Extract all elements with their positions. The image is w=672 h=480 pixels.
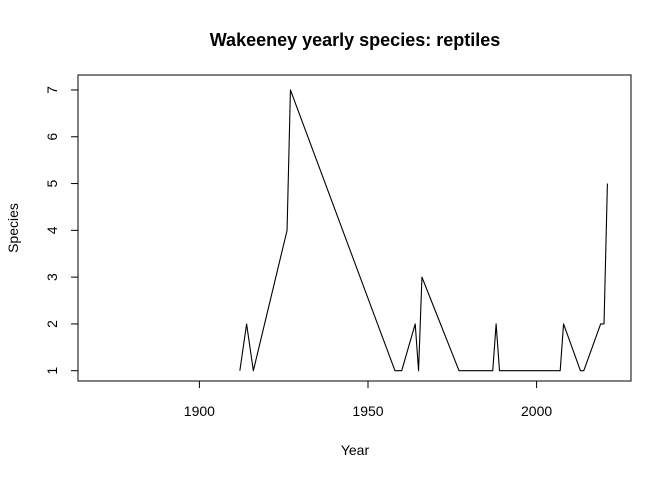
series-line-reptiles: [239, 89, 608, 372]
x-tick-label: 1950: [352, 403, 383, 419]
chart-title: Wakeeney yearly species: reptiles: [210, 30, 501, 50]
y-tick-label: 2: [44, 320, 60, 328]
y-axis: 1 2 3 4 5 6 7: [44, 86, 79, 375]
x-axis-label: Year: [341, 442, 370, 458]
y-tick-label: 7: [44, 86, 60, 94]
y-tick-label: 1: [44, 367, 60, 375]
series-layer: [239, 89, 608, 372]
y-tick-label: 6: [44, 133, 60, 141]
y-tick-label: 5: [44, 179, 60, 187]
plot-frame: [77, 74, 632, 382]
y-axis-label: Species: [5, 203, 21, 253]
x-axis: 1900 1950 2000: [184, 380, 552, 419]
x-tick-label: 1900: [184, 403, 215, 419]
y-tick-label: 3: [44, 273, 60, 281]
y-tick-label: 4: [44, 226, 60, 234]
x-tick-label: 2000: [521, 403, 552, 419]
